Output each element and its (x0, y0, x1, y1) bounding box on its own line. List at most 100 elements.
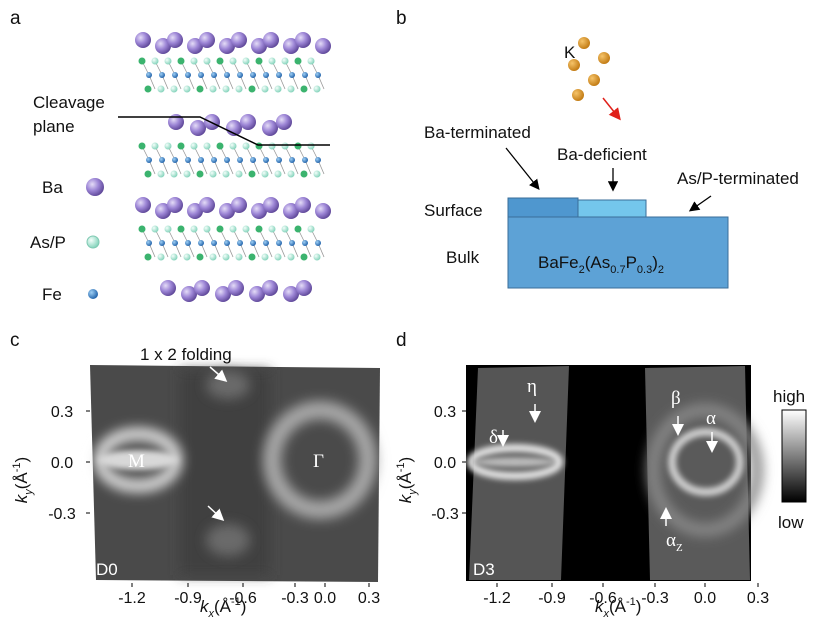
as-atom (183, 170, 191, 178)
ba-atom (240, 114, 256, 130)
fe-atom (302, 72, 308, 78)
ba-atom (190, 120, 206, 136)
axis-label-part: k (12, 493, 31, 503)
axis-label: kx(Å-1) (200, 596, 246, 619)
as-atom (196, 85, 204, 93)
as-atom (281, 142, 289, 150)
axis-label-part: ) (396, 457, 415, 463)
as-atom (164, 142, 172, 150)
arrow (209, 366, 228, 382)
x-tick-label: -0.9 (538, 590, 566, 607)
colorbar-label: high (773, 387, 805, 406)
as-atom (157, 170, 165, 178)
as-atom (138, 142, 146, 150)
as-atom (248, 253, 256, 261)
annotation: 1 x 2 folding (140, 345, 232, 364)
as-atom (203, 57, 211, 65)
as-atom (216, 57, 224, 65)
as-atom (248, 85, 256, 93)
as-atom (255, 225, 263, 233)
as-atom (313, 85, 321, 93)
axis-label-part: ) (241, 597, 247, 616)
arrow (207, 505, 225, 522)
as-atom (190, 57, 198, 65)
ba-atom (194, 280, 210, 296)
as-atom (242, 142, 250, 150)
ba-atom (167, 32, 183, 48)
ba-atom (296, 280, 312, 296)
ba-atom (199, 197, 215, 213)
as-atom (268, 57, 276, 65)
as-atom (229, 142, 237, 150)
layer-label: Bulk (446, 248, 480, 267)
surface-type: Ba-deficient (557, 145, 647, 164)
band-label: α (706, 408, 716, 429)
cleavage-line (118, 116, 330, 146)
as-atom (216, 142, 224, 150)
fe-atom (289, 72, 295, 78)
legend-label: Fe (42, 285, 62, 304)
ba-atom (249, 286, 265, 302)
ba-atom (251, 38, 267, 54)
map-tag: D3 (473, 560, 495, 579)
fe-atom (315, 157, 321, 163)
legend-label: Ba (42, 178, 63, 197)
as-atom (307, 142, 315, 150)
as-atom (170, 253, 178, 261)
x-tick-label: -1.2 (118, 590, 146, 607)
fe-atom (276, 72, 282, 78)
panel-label: b (396, 8, 407, 29)
axis-label-part: k (200, 597, 210, 616)
ba-atom (228, 280, 244, 296)
fe-atom (159, 157, 165, 163)
as-atom (294, 57, 302, 65)
ba-atom (187, 203, 203, 219)
fe-atom (289, 157, 295, 163)
as-atom (274, 85, 282, 93)
ba-atom (199, 32, 215, 48)
fe-atom (302, 157, 308, 163)
band-label: δ (489, 427, 498, 448)
ba-atom (251, 203, 267, 219)
as-atom (268, 142, 276, 150)
axis-label-part: -1 (626, 596, 636, 608)
as-atom (261, 85, 269, 93)
legend-ball (86, 235, 100, 249)
as-atom (138, 57, 146, 65)
as-atom (274, 170, 282, 178)
ba-atom (181, 286, 197, 302)
as-atom (183, 253, 191, 261)
axis-label-part: -1 (11, 462, 23, 472)
x-tick-label: 0.0 (314, 590, 336, 607)
as-atom (177, 225, 185, 233)
as-atom (242, 57, 250, 65)
as-atom (300, 170, 308, 178)
y-tick-label: 0.0 (434, 455, 456, 472)
as-atom (157, 253, 165, 261)
colorbar (781, 409, 807, 503)
fe-atom (276, 240, 282, 246)
ba-atom (135, 197, 151, 213)
ba-atom (276, 114, 292, 130)
as-atom (235, 85, 243, 93)
as-atom (281, 57, 289, 65)
fe-atom (315, 240, 321, 246)
as-atom (294, 225, 302, 233)
x-tick-label: 0.3 (747, 590, 769, 607)
as-atom (307, 57, 315, 65)
as-atom (261, 253, 269, 261)
bulk-block (507, 216, 729, 289)
as-atom (164, 57, 172, 65)
as-atom (151, 57, 159, 65)
ba-atom (160, 280, 176, 296)
ba-atom (155, 203, 171, 219)
as-atom (274, 253, 282, 261)
as-atom (151, 225, 159, 233)
as-atom (268, 225, 276, 233)
band-label: η (527, 376, 537, 397)
ba-atom (263, 32, 279, 48)
fe-atom (224, 240, 230, 246)
as-atom (209, 170, 217, 178)
ba-atom (135, 32, 151, 48)
